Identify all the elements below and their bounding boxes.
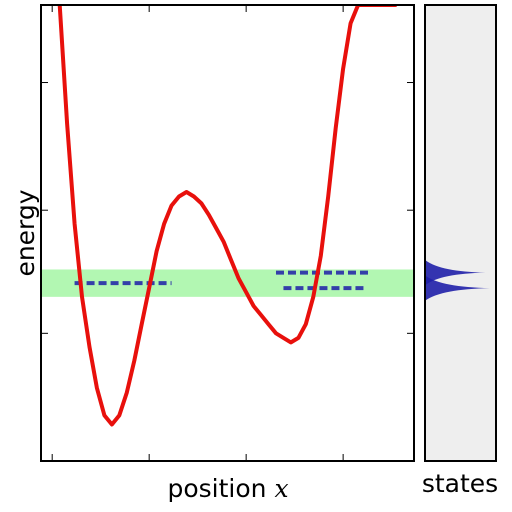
states-panel: [424, 4, 497, 462]
states-axis-label: states: [422, 469, 498, 498]
y-axis-label: energy: [11, 189, 40, 276]
energy-band: [41, 269, 414, 297]
states-panel-frame: [424, 4, 497, 462]
states-peaks: [426, 260, 490, 301]
potential-curve: [57, 5, 398, 427]
main-plot-area: [40, 4, 415, 462]
x-axis-label: position x: [167, 474, 288, 503]
states-panel-background: [425, 5, 496, 461]
main-plot-frame: [40, 4, 415, 462]
state-peak-2: [426, 276, 490, 301]
main-tick-marks: [41, 5, 414, 461]
energy-levels: [74, 270, 370, 291]
main-plot-background: [41, 5, 414, 461]
state-peak-1: [426, 260, 486, 285]
